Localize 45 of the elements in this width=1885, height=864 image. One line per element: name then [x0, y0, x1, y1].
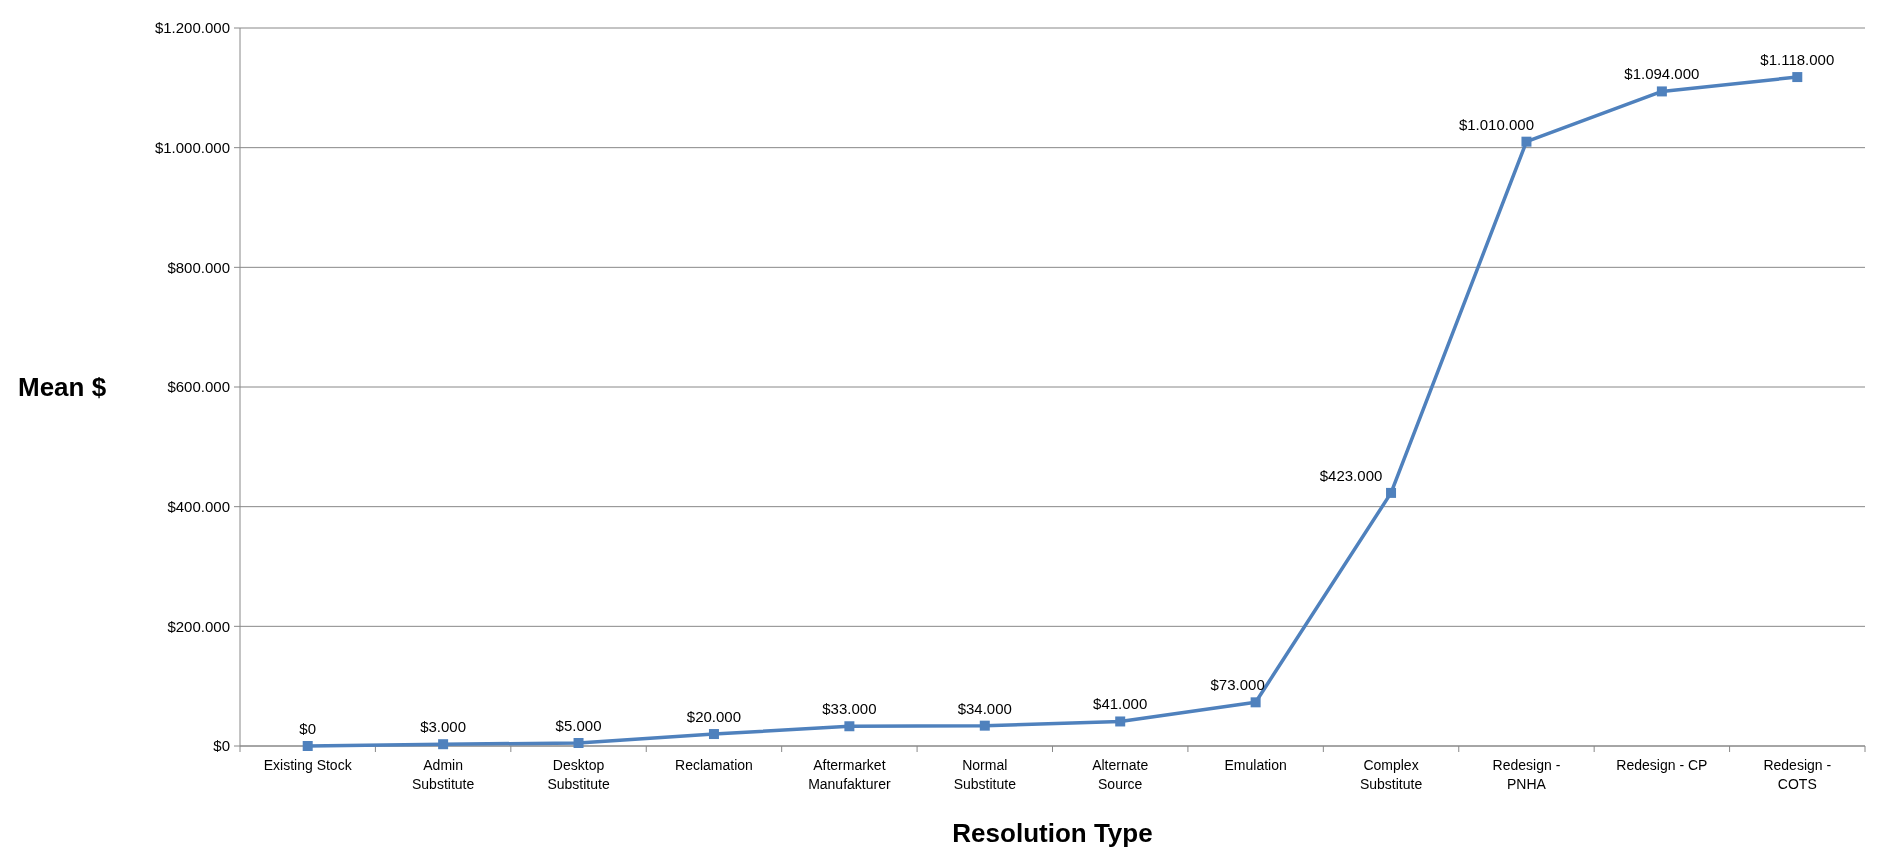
- data-label: $20.000: [686, 708, 742, 726]
- x-tick-label: Emulation: [1224, 757, 1287, 773]
- data-label: $1.010.000: [1458, 115, 1534, 133]
- data-label: $73.000: [1210, 676, 1265, 694]
- point: [1521, 136, 1532, 147]
- x-tick-label: Redesign - COTS: [1763, 757, 1832, 792]
- data-label: $34.000: [957, 699, 1012, 717]
- y-tick-label: $1.200.000: [154, 19, 230, 37]
- y-tick-label: $0: [213, 737, 230, 755]
- point: [1656, 86, 1667, 97]
- x-tick-label: Redesign - CP: [1616, 757, 1708, 773]
- point: [302, 741, 313, 751]
- x-tick-label: Normal Substitute: [953, 757, 1017, 792]
- x-tick-label: Reclamation: [675, 757, 753, 773]
- data-label: $423.000: [1319, 466, 1383, 484]
- point: [573, 738, 584, 749]
- data-label: $33.000: [822, 700, 877, 718]
- x-tick-label: Redesign - PNHA: [1492, 757, 1561, 792]
- x-tick-label: Existing Stock: [263, 757, 353, 773]
- y-axis-title: Mean $: [18, 372, 107, 403]
- x-axis-title: Resolution Type: [952, 818, 1153, 848]
- x-tick-label: Aftermarket Manufakturer: [808, 757, 891, 792]
- point: [1115, 716, 1126, 727]
- point: [438, 739, 449, 750]
- x-tick-label: Complex Substitute: [1359, 757, 1423, 792]
- point: [1250, 697, 1261, 708]
- point: [844, 721, 855, 732]
- point: [1792, 72, 1803, 83]
- x-tick-label: Desktop Substitute: [547, 757, 610, 792]
- point: [1386, 487, 1397, 498]
- data-label: $5.000: [555, 717, 602, 735]
- data-label: $41.000: [1093, 695, 1148, 713]
- data-label: $3.000: [420, 718, 467, 736]
- y-tick-label: $400.000: [167, 497, 230, 515]
- y-tick-label: $800.000: [167, 258, 230, 276]
- data-label: $1.094.000: [1624, 65, 1700, 83]
- point: [708, 729, 719, 740]
- point: [979, 720, 990, 731]
- y-tick-label: $1.000.000: [154, 138, 230, 156]
- data-label: $0: [299, 720, 317, 737]
- data-label: $1.118.000: [1760, 51, 1835, 69]
- y-tick-label: $200.000: [167, 617, 230, 635]
- y-tick-label: $600.000: [167, 378, 230, 396]
- x-tick-label: Admin Substitute: [411, 757, 475, 792]
- x-tick-label: Alternate Source: [1092, 757, 1149, 792]
